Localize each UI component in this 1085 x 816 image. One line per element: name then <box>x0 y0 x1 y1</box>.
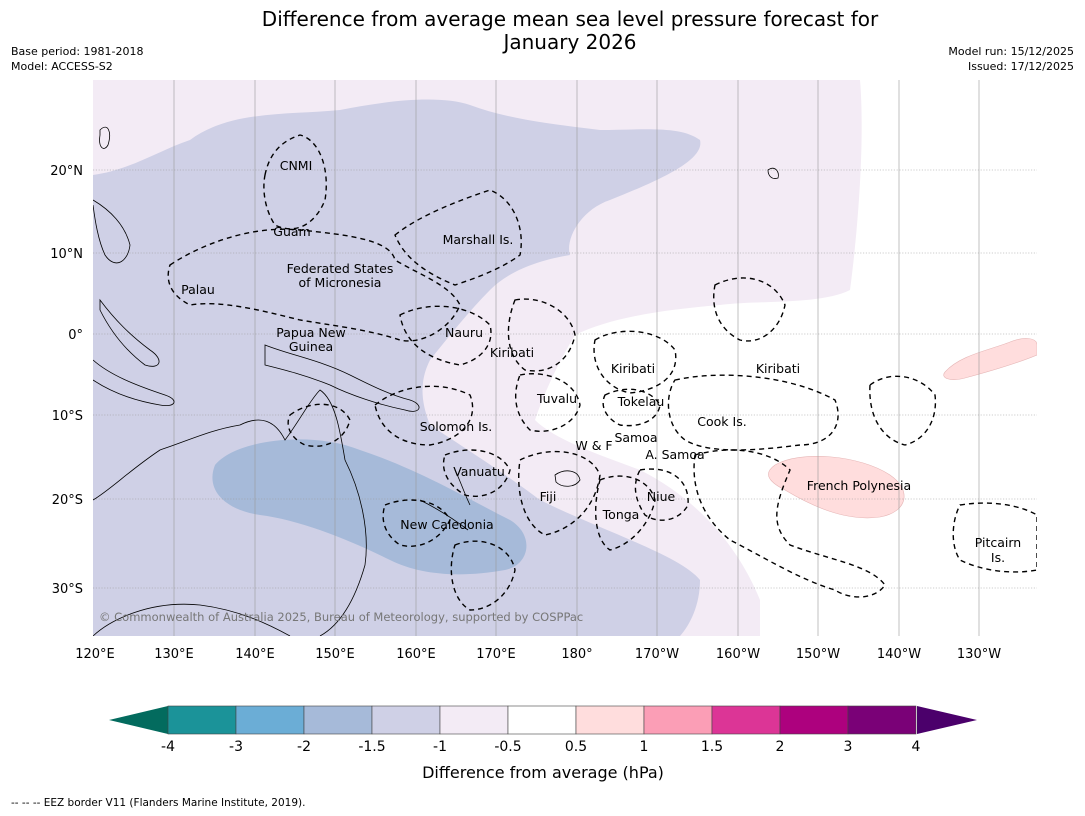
colorbar: -4 -3 -2 -1.5 -1 -0.5 0.5 1 1.5 2 3 4 Di… <box>109 705 977 782</box>
eez-borders <box>167 134 1037 611</box>
colorbar-title: Difference from average (hPa) <box>422 763 664 782</box>
label-guam: Guam <box>273 224 310 239</box>
label-wallis-futuna: W & F <box>575 438 612 453</box>
label-vanuatu: Vanuatu <box>453 464 505 479</box>
label-niue: Niue <box>647 489 676 504</box>
colorbar-cell <box>847 705 917 735</box>
svg-text:3: 3 <box>844 739 853 755</box>
svg-text:1: 1 <box>640 739 649 755</box>
colorbar-cell <box>711 705 781 735</box>
svg-text:-1: -1 <box>433 739 447 755</box>
coastlines <box>93 126 779 636</box>
svg-text:30°S: 30°S <box>52 582 83 597</box>
svg-text:130°E: 130°E <box>154 647 194 662</box>
eez-legend-note: -- -- -- EEZ border V11 (Flanders Marine… <box>11 797 306 809</box>
issued-date: Issued: 17/12/2025 <box>967 60 1074 73</box>
svg-text:-1.5: -1.5 <box>358 739 385 755</box>
label-tonga: Tonga <box>602 507 640 522</box>
label-american-samoa: A. Samoa <box>645 447 704 462</box>
svg-text:170°W: 170°W <box>635 647 679 662</box>
label-kiribati-east: Kiribati <box>756 361 800 376</box>
colorbar-cell <box>167 705 237 735</box>
colorbar-cell <box>643 705 713 735</box>
model-info: Base period: 1981-2018 Model: ACCESS-S2 <box>11 44 143 74</box>
anomaly-region-pink <box>768 456 905 519</box>
svg-text:10°S: 10°S <box>52 409 83 424</box>
svg-text:130°W: 130°W <box>957 647 1001 662</box>
title-line-1: Difference from average mean sea level p… <box>261 7 879 31</box>
label-pitcairn-2: Is. <box>991 550 1005 565</box>
label-cook: Cook Is. <box>697 414 746 429</box>
svg-text:170°E: 170°E <box>476 647 516 662</box>
label-palau: Palau <box>181 282 215 297</box>
anomaly-region-pink-east <box>943 338 1037 380</box>
colorbar-cell <box>439 705 509 735</box>
graticule-lines <box>93 80 1037 636</box>
colorbar-over-arrow <box>917 706 977 734</box>
svg-text:0.5: 0.5 <box>565 739 587 755</box>
colorbar-cell <box>303 705 373 735</box>
svg-text:1.5: 1.5 <box>701 739 723 755</box>
colorbar-cell <box>779 705 849 735</box>
svg-text:20°N: 20°N <box>50 164 83 179</box>
svg-text:2: 2 <box>776 739 785 755</box>
model-name: Model: ACCESS-S2 <box>11 60 113 73</box>
svg-text:-2: -2 <box>297 739 311 755</box>
svg-text:4: 4 <box>912 739 921 755</box>
svg-text:-4: -4 <box>161 739 175 755</box>
label-samoa: Samoa <box>614 430 657 445</box>
region-labels: CNMI Guam Marshall Is. Federated States … <box>181 158 1021 565</box>
longitude-labels: 120°E 130°E 140°E 150°E 160°E 170°E 180°… <box>75 647 1001 662</box>
svg-text:150°E: 150°E <box>315 647 355 662</box>
svg-text:-3: -3 <box>229 739 243 755</box>
colorbar-cells <box>167 705 917 735</box>
svg-text:160°W: 160°W <box>716 647 760 662</box>
map-area: CNMI Guam Marshall Is. Federated States … <box>93 80 1037 636</box>
run-info: Model run: 15/12/2025 Issued: 17/12/2025 <box>948 44 1074 74</box>
anomaly-region-blue-grey <box>212 439 527 575</box>
model-run: Model run: 15/12/2025 <box>948 45 1074 58</box>
svg-text:20°S: 20°S <box>52 493 83 508</box>
svg-text:150°W: 150°W <box>796 647 840 662</box>
label-fsm-1: Federated States <box>287 261 394 276</box>
label-kiribati-west: Kiribati <box>490 345 534 360</box>
colorbar-cell <box>507 705 577 735</box>
colorbar-ticks: -4 -3 -2 -1.5 -1 -0.5 0.5 1 1.5 2 3 4 <box>161 739 921 755</box>
label-new-caledonia: New Caledonia <box>400 517 493 532</box>
label-french-polynesia: French Polynesia <box>807 478 911 493</box>
title-line-2: January 2026 <box>503 30 637 54</box>
latitude-labels: 20°N 10°N 0° 10°S 20°S 30°S <box>50 164 83 597</box>
page-title: Difference from average mean sea level p… <box>0 8 1085 54</box>
svg-text:180°: 180° <box>561 647 592 662</box>
label-fiji: Fiji <box>540 489 557 504</box>
svg-text:140°W: 140°W <box>877 647 921 662</box>
label-png-2: Guinea <box>289 339 333 354</box>
colorbar-cell <box>235 705 305 735</box>
svg-text:-0.5: -0.5 <box>494 739 521 755</box>
label-png-1: Papua New <box>276 325 345 340</box>
svg-text:120°E: 120°E <box>75 647 115 662</box>
colorbar-under-arrow <box>109 706 168 734</box>
label-nauru: Nauru <box>445 325 483 340</box>
copyright-notice: © Commonwealth of Australia 2025, Bureau… <box>99 610 583 624</box>
label-tuvalu: Tuvalu <box>536 391 577 406</box>
svg-text:10°N: 10°N <box>50 247 83 262</box>
label-fsm-2: of Micronesia <box>299 275 382 290</box>
colorbar-cell <box>371 705 441 735</box>
label-cnmi: CNMI <box>280 158 313 173</box>
svg-text:0°: 0° <box>68 328 83 343</box>
svg-text:140°E: 140°E <box>235 647 275 662</box>
label-solomon: Solomon Is. <box>420 419 493 434</box>
base-period: Base period: 1981-2018 <box>11 45 144 58</box>
label-pitcairn-1: Pitcairn <box>975 535 1021 550</box>
colorbar-cell <box>575 705 645 735</box>
label-marshall: Marshall Is. <box>443 232 514 247</box>
svg-text:160°E: 160°E <box>396 647 436 662</box>
label-tokelau: Tokelau <box>617 394 665 409</box>
label-kiribati-central: Kiribati <box>611 361 655 376</box>
